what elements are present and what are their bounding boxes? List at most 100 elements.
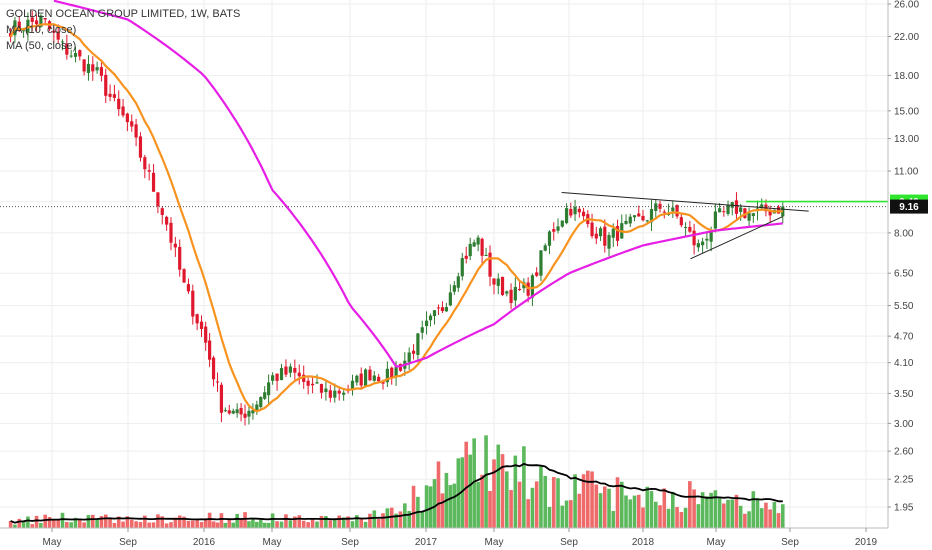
volume-bar	[573, 474, 577, 528]
volume-bar	[169, 522, 173, 528]
candle	[43, 17, 47, 20]
trendline-drawings[interactable]	[0, 191, 888, 260]
volume-bar	[350, 521, 355, 528]
candle	[468, 243, 472, 257]
volume-bar	[376, 519, 381, 528]
volume-bar	[764, 502, 768, 528]
candle	[385, 368, 389, 383]
volume-bar	[258, 519, 263, 528]
candle	[603, 226, 607, 246]
y-tick-label: 18.00	[894, 71, 919, 82]
volume-bars	[8, 435, 785, 528]
volume-bar	[709, 492, 713, 528]
volume-bar	[346, 516, 350, 528]
candle	[310, 383, 315, 386]
candle	[722, 211, 726, 213]
volume-bar	[675, 507, 679, 528]
candle	[211, 357, 216, 380]
y-tick-label: 15.00	[894, 106, 919, 117]
candle	[169, 222, 173, 243]
volume-bar	[69, 522, 73, 528]
volume-bar	[500, 454, 505, 528]
candle	[464, 255, 468, 259]
ma10-line	[9, 23, 783, 413]
volume-bar	[164, 523, 169, 528]
candle	[151, 172, 156, 192]
volume-bar	[615, 477, 620, 528]
candle	[182, 269, 186, 283]
volume-bar	[227, 519, 232, 528]
volume-bar	[359, 518, 364, 528]
volume-bar	[215, 522, 220, 528]
candle	[359, 373, 363, 386]
candle	[569, 208, 573, 216]
candle	[275, 373, 279, 381]
volume-bar	[251, 518, 255, 528]
candle	[675, 204, 679, 217]
volume-bar	[235, 513, 239, 528]
candle	[279, 368, 284, 381]
volume-bar	[658, 505, 662, 528]
candle	[628, 216, 632, 224]
candle	[492, 278, 496, 285]
candle	[513, 286, 517, 301]
candle	[69, 55, 73, 57]
volume-bar	[266, 522, 271, 528]
volume-bar	[611, 510, 616, 528]
candle	[734, 200, 739, 214]
candle	[138, 136, 143, 158]
volume-bar	[13, 524, 17, 528]
ma50-line	[53, 0, 783, 368]
candle	[662, 211, 666, 213]
volume-bar	[476, 481, 480, 528]
volume-bar	[460, 457, 465, 528]
volume-bar	[306, 522, 310, 528]
volume-bar	[363, 521, 368, 528]
candle	[247, 410, 251, 417]
candle	[259, 397, 263, 408]
last-price-label: 9.16	[899, 202, 919, 213]
candle	[509, 289, 513, 303]
volume-bar	[262, 522, 267, 528]
volume-bar	[337, 515, 342, 528]
volume-bar	[207, 512, 212, 528]
candle	[688, 226, 692, 232]
volume-bar	[717, 497, 722, 528]
volume-bar	[17, 518, 22, 528]
candle	[448, 292, 452, 306]
volume-bar	[65, 521, 69, 528]
candle	[444, 307, 448, 312]
candle	[751, 213, 755, 217]
candle	[368, 369, 372, 381]
volume-bar	[398, 511, 403, 528]
candle	[208, 340, 212, 360]
volume-bar	[156, 514, 160, 528]
volume-bar	[772, 501, 777, 528]
candle	[117, 98, 121, 110]
volume-bar	[743, 513, 747, 528]
candle	[178, 246, 182, 270]
volume-bar	[628, 499, 633, 528]
candle	[496, 278, 500, 286]
volume-bar	[203, 518, 208, 528]
volume-bar	[411, 485, 416, 528]
volume-bar	[488, 490, 492, 528]
candle	[594, 233, 598, 239]
volume-bar	[468, 454, 472, 528]
candle	[95, 67, 99, 71]
x-tick-label: May	[707, 537, 726, 548]
volume-bar	[517, 481, 522, 528]
candle	[518, 288, 522, 290]
candle	[99, 67, 104, 76]
volume-bar	[751, 491, 756, 528]
candle	[424, 320, 429, 327]
volume-bar	[103, 514, 108, 528]
candle	[692, 230, 696, 246]
volume-bar	[211, 521, 216, 528]
volume-bar	[284, 514, 288, 528]
volume-bar	[598, 493, 603, 528]
candle	[407, 352, 411, 363]
y-tick-label: 11.00	[894, 167, 919, 178]
volume-bar	[440, 493, 445, 528]
